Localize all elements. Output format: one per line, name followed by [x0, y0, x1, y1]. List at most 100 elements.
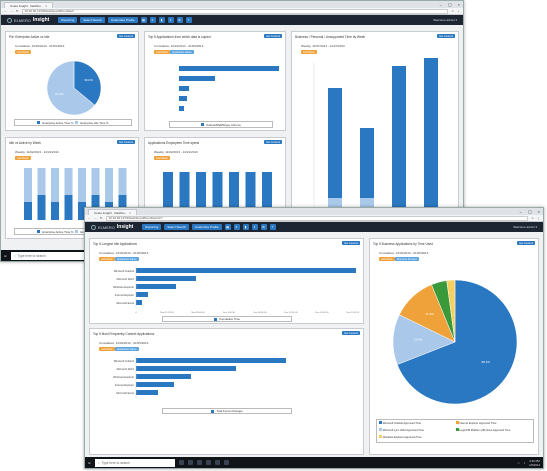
- grid-icon[interactable]: ▦: [140, 17, 147, 23]
- network-icon[interactable]: ⌂: [517, 460, 520, 465]
- star-icon[interactable]: ☆: [451, 9, 454, 13]
- task-view-icon[interactable]: [178, 460, 184, 465]
- bar-segment: [392, 66, 406, 226]
- welcome-user[interactable]: Welcome admin ▾: [513, 225, 537, 229]
- get-content-button[interactable]: Get Content: [117, 140, 135, 144]
- url-field[interactable]: 10.20.60.197/#/dashboard/RootDash/1/7: [105, 215, 529, 221]
- browser-tab[interactable]: Cueto Insight · Dashbo... ×: [88, 209, 137, 215]
- list-icon[interactable]: ≡: [233, 224, 240, 230]
- maximize-icon[interactable]: ▢: [447, 2, 452, 7]
- dashboard: Top 5 Longest Idle Applications Get Cont…: [85, 232, 543, 459]
- close-tab-icon[interactable]: ×: [129, 210, 131, 215]
- get-content-button[interactable]: Get Content: [342, 241, 360, 245]
- bar: [136, 382, 174, 387]
- panel-title: Applications Employees Time spend: [148, 141, 200, 145]
- menu-icon[interactable]: ⋮: [457, 9, 460, 13]
- nav-select-search[interactable]: Select Search: [80, 17, 105, 23]
- help-icon[interactable]: ?: [185, 17, 192, 23]
- app-navbar: ELMERO Insight Reporting Select Search Cu…: [85, 222, 543, 232]
- nav-customize[interactable]: Customize Profile: [108, 17, 138, 23]
- chart-icon[interactable]: ▮: [242, 224, 249, 230]
- minimize-icon[interactable]: –: [519, 209, 522, 214]
- app-name-button[interactable]: Application Name: [115, 347, 139, 351]
- list-icon[interactable]: ≡: [149, 17, 156, 23]
- settings-icon[interactable]: ⚙: [176, 17, 183, 23]
- edge-icon[interactable]: [187, 460, 193, 465]
- help-icon[interactable]: ?: [269, 224, 276, 230]
- export-icon[interactable]: ⇪: [167, 17, 174, 23]
- panel-title: Top 5 Longest Idle Applications: [93, 242, 137, 246]
- star-icon[interactable]: ☆: [531, 216, 534, 220]
- taskbar-search[interactable]: ○ Type here to search: [10, 251, 91, 260]
- welcome-user[interactable]: Welcome admin ▾: [433, 18, 457, 22]
- windows-start-icon[interactable]: ⊞: [88, 460, 91, 465]
- tick-label: Dec 23 02:30: [346, 312, 359, 314]
- chrome-icon[interactable]: [223, 460, 229, 465]
- mail-icon[interactable]: [214, 460, 220, 465]
- nav-reporting[interactable]: Reporting: [142, 224, 162, 230]
- store-icon[interactable]: [205, 460, 211, 465]
- close-window-icon[interactable]: ×: [537, 209, 540, 214]
- last-week-button[interactable]: Last Week: [379, 257, 395, 261]
- windows-start-icon[interactable]: ⊞: [4, 253, 7, 258]
- search-icon: ○: [13, 253, 16, 258]
- get-content-button[interactable]: Get Content: [437, 34, 455, 38]
- panel-title: Top 5 Business Applications by Time Used: [373, 242, 433, 246]
- last-week-button[interactable]: Last Week: [15, 156, 31, 160]
- taskbar: ⊞ ○ Type here to search ⌂ ♪ 2:36 PM 1/6/2…: [85, 457, 543, 468]
- last-week-button[interactable]: Last Week: [301, 50, 317, 54]
- nav-customize[interactable]: Customize Profile: [192, 224, 222, 230]
- last-week-button[interactable]: Last Week: [154, 50, 170, 54]
- tick-label: Dec 18 02:00: [315, 312, 329, 314]
- bar-segment: [24, 168, 32, 202]
- bar: [136, 390, 158, 395]
- last-week-button[interactable]: Last Week: [99, 257, 115, 261]
- get-content-button[interactable]: Get Content: [264, 140, 282, 144]
- chart-legend: Microsoft Outlook Approved Time Internet…: [376, 419, 534, 443]
- get-content-button[interactable]: Get Content: [517, 241, 535, 245]
- business-process-button[interactable]: Business Process: [395, 257, 419, 261]
- get-content-button[interactable]: Get Content: [342, 331, 360, 335]
- app-name-button[interactable]: Application Name: [115, 257, 139, 261]
- browser-tab[interactable]: Cueto Insight · Dashbo... ×: [4, 2, 53, 8]
- nav-select-search[interactable]: Select Search: [164, 224, 189, 230]
- panel-active-vs-idle: Pie: Enterprise Active vs Idle Get Conte…: [5, 31, 139, 131]
- tab-strip: Cueto Insight · Dashbo... × – ▢ ×: [1, 1, 463, 8]
- last-week-button[interactable]: Last Week: [15, 50, 31, 54]
- get-content-button[interactable]: Get Content: [264, 34, 282, 38]
- settings-icon[interactable]: ⚙: [260, 224, 267, 230]
- bar: [212, 172, 223, 234]
- forward-icon[interactable]: →: [10, 9, 13, 13]
- maximize-icon[interactable]: ▢: [527, 209, 532, 214]
- last-week-button[interactable]: Last Week: [99, 347, 115, 351]
- bar: [196, 172, 206, 234]
- bar: [136, 300, 142, 305]
- category-label: Microsoft Excel: [116, 301, 134, 305]
- app-name-button[interactable]: Application Name: [170, 50, 194, 54]
- clock: 2:36 PM: [529, 458, 540, 463]
- close-window-icon[interactable]: ×: [457, 2, 460, 7]
- minimize-icon[interactable]: –: [439, 2, 442, 7]
- close-tab-icon[interactable]: ×: [45, 3, 47, 8]
- volume-icon[interactable]: ♪: [523, 460, 526, 465]
- hbar-chart: Microsoft Outlook Microsoft Word Windows E…: [113, 356, 286, 398]
- nav-reporting[interactable]: Reporting: [58, 17, 78, 23]
- back-icon[interactable]: ←: [4, 9, 7, 13]
- taskbar-search[interactable]: ○ Type here to search: [94, 458, 175, 467]
- menu-icon[interactable]: ⋮: [537, 216, 540, 220]
- back-icon[interactable]: ←: [88, 216, 91, 220]
- chart-icon[interactable]: ▮: [158, 17, 165, 23]
- forward-icon[interactable]: →: [94, 216, 97, 220]
- get-content-button[interactable]: Get Content: [117, 34, 135, 38]
- export-icon[interactable]: ⇪: [251, 224, 258, 230]
- bar-4: [179, 96, 187, 101]
- reload-icon[interactable]: ↻: [100, 216, 103, 220]
- last-week-button[interactable]: Last Week: [154, 156, 170, 160]
- reload-icon[interactable]: ↻: [16, 9, 19, 13]
- tick-label: Nov 28 00:00: [191, 312, 205, 314]
- grid-icon[interactable]: ▦: [224, 224, 231, 230]
- panel-longest-idle: Top 5 Longest Idle Applications Get Cont…: [89, 238, 364, 324]
- url-field[interactable]: 10.20.60.197/#/dashboard/RootDash: [21, 8, 449, 14]
- folder-icon[interactable]: [196, 460, 202, 465]
- tab-title: Cueto Insight · Dashbo...: [10, 3, 44, 8]
